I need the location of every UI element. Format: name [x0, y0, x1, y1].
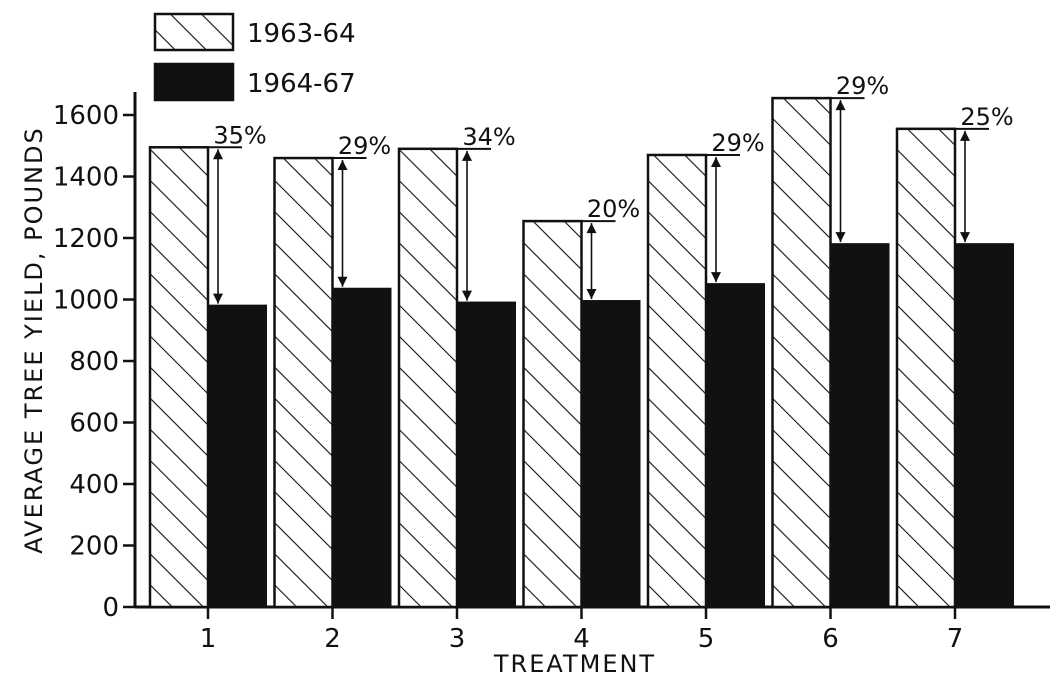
bar-1964-67: [829, 243, 890, 608]
bar-1964-67: [207, 304, 267, 608]
x-tick-label: 3: [449, 624, 466, 654]
legend-label: 1963-64: [247, 19, 356, 49]
bar-1963-64: [646, 153, 708, 609]
bar-1964-67: [954, 243, 1014, 608]
legend: 1963-64 1964-67: [153, 12, 356, 102]
bar-1963-64: [522, 219, 583, 609]
y-tick-label: 400: [69, 470, 119, 500]
arrowhead-down: [711, 272, 721, 283]
axes: 0 200 400 600 800 1000 1200 1400 1600 1 2 3 4 5 6 7: [53, 92, 1050, 654]
x-tick-label: 1: [200, 624, 217, 654]
percent-label: 34%: [462, 123, 515, 151]
percent-label: 25%: [960, 103, 1013, 131]
x-tick-label: 6: [822, 624, 839, 654]
bars: [148, 96, 1014, 609]
bar-1963-64: [273, 156, 334, 609]
arrowhead-down: [960, 232, 970, 243]
y-tick-label: 1600: [53, 101, 119, 131]
arrowhead-down: [586, 289, 597, 300]
arrowhead-up: [337, 160, 348, 171]
percent-label: 29%: [338, 132, 391, 160]
legend-label: 1964-67: [247, 69, 356, 99]
y-tick-label: 1000: [53, 286, 119, 316]
arrowhead-down: [213, 293, 223, 304]
x-tick-label: 2: [324, 624, 341, 654]
x-tick-label: 5: [698, 624, 715, 654]
y-tick-label: 1200: [53, 224, 119, 254]
bar-1963-64: [148, 146, 210, 609]
bar-1964-67: [580, 300, 641, 608]
x-tick-label: 4: [573, 624, 590, 654]
y-tick-label: 200: [69, 532, 119, 562]
arrowhead-up: [711, 156, 721, 167]
arrowhead-up: [835, 100, 846, 111]
bar-1963-64: [771, 96, 832, 609]
arrowhead-up: [960, 130, 970, 141]
percent-label: 29%: [836, 72, 889, 100]
percent-label: 29%: [711, 129, 764, 157]
y-tick-label: 600: [69, 409, 119, 439]
arrowhead-up: [213, 149, 223, 160]
bar-1963-64: [895, 127, 957, 609]
y-tick-label: 0: [102, 593, 119, 623]
percent-label: 20%: [587, 195, 640, 223]
arrowhead-up: [586, 223, 597, 234]
y-tick-label: 1400: [53, 163, 119, 193]
y-tick-label: 800: [69, 347, 119, 377]
arrowhead-down: [835, 232, 846, 243]
legend-swatch-solid: [153, 62, 235, 102]
bar-1963-64: [397, 147, 459, 609]
arrowhead-down: [462, 290, 472, 301]
x-axis-title: TREATMENT: [493, 650, 656, 678]
bar-1964-67: [705, 283, 765, 608]
x-tick-label: 7: [947, 624, 964, 654]
bar-1964-67: [456, 301, 516, 608]
legend-swatch-hatched: [153, 12, 235, 52]
bar-1964-67: [331, 287, 392, 608]
y-axis-title: AVERAGE TREE YIELD, POUNDS: [20, 126, 48, 553]
arrowhead-up: [462, 150, 472, 161]
percent-label: 35%: [213, 121, 266, 149]
percent-annotations: 35% 29% 34% 20% 29% 29% 25%: [150, 72, 1014, 304]
arrowhead-down: [337, 276, 348, 287]
